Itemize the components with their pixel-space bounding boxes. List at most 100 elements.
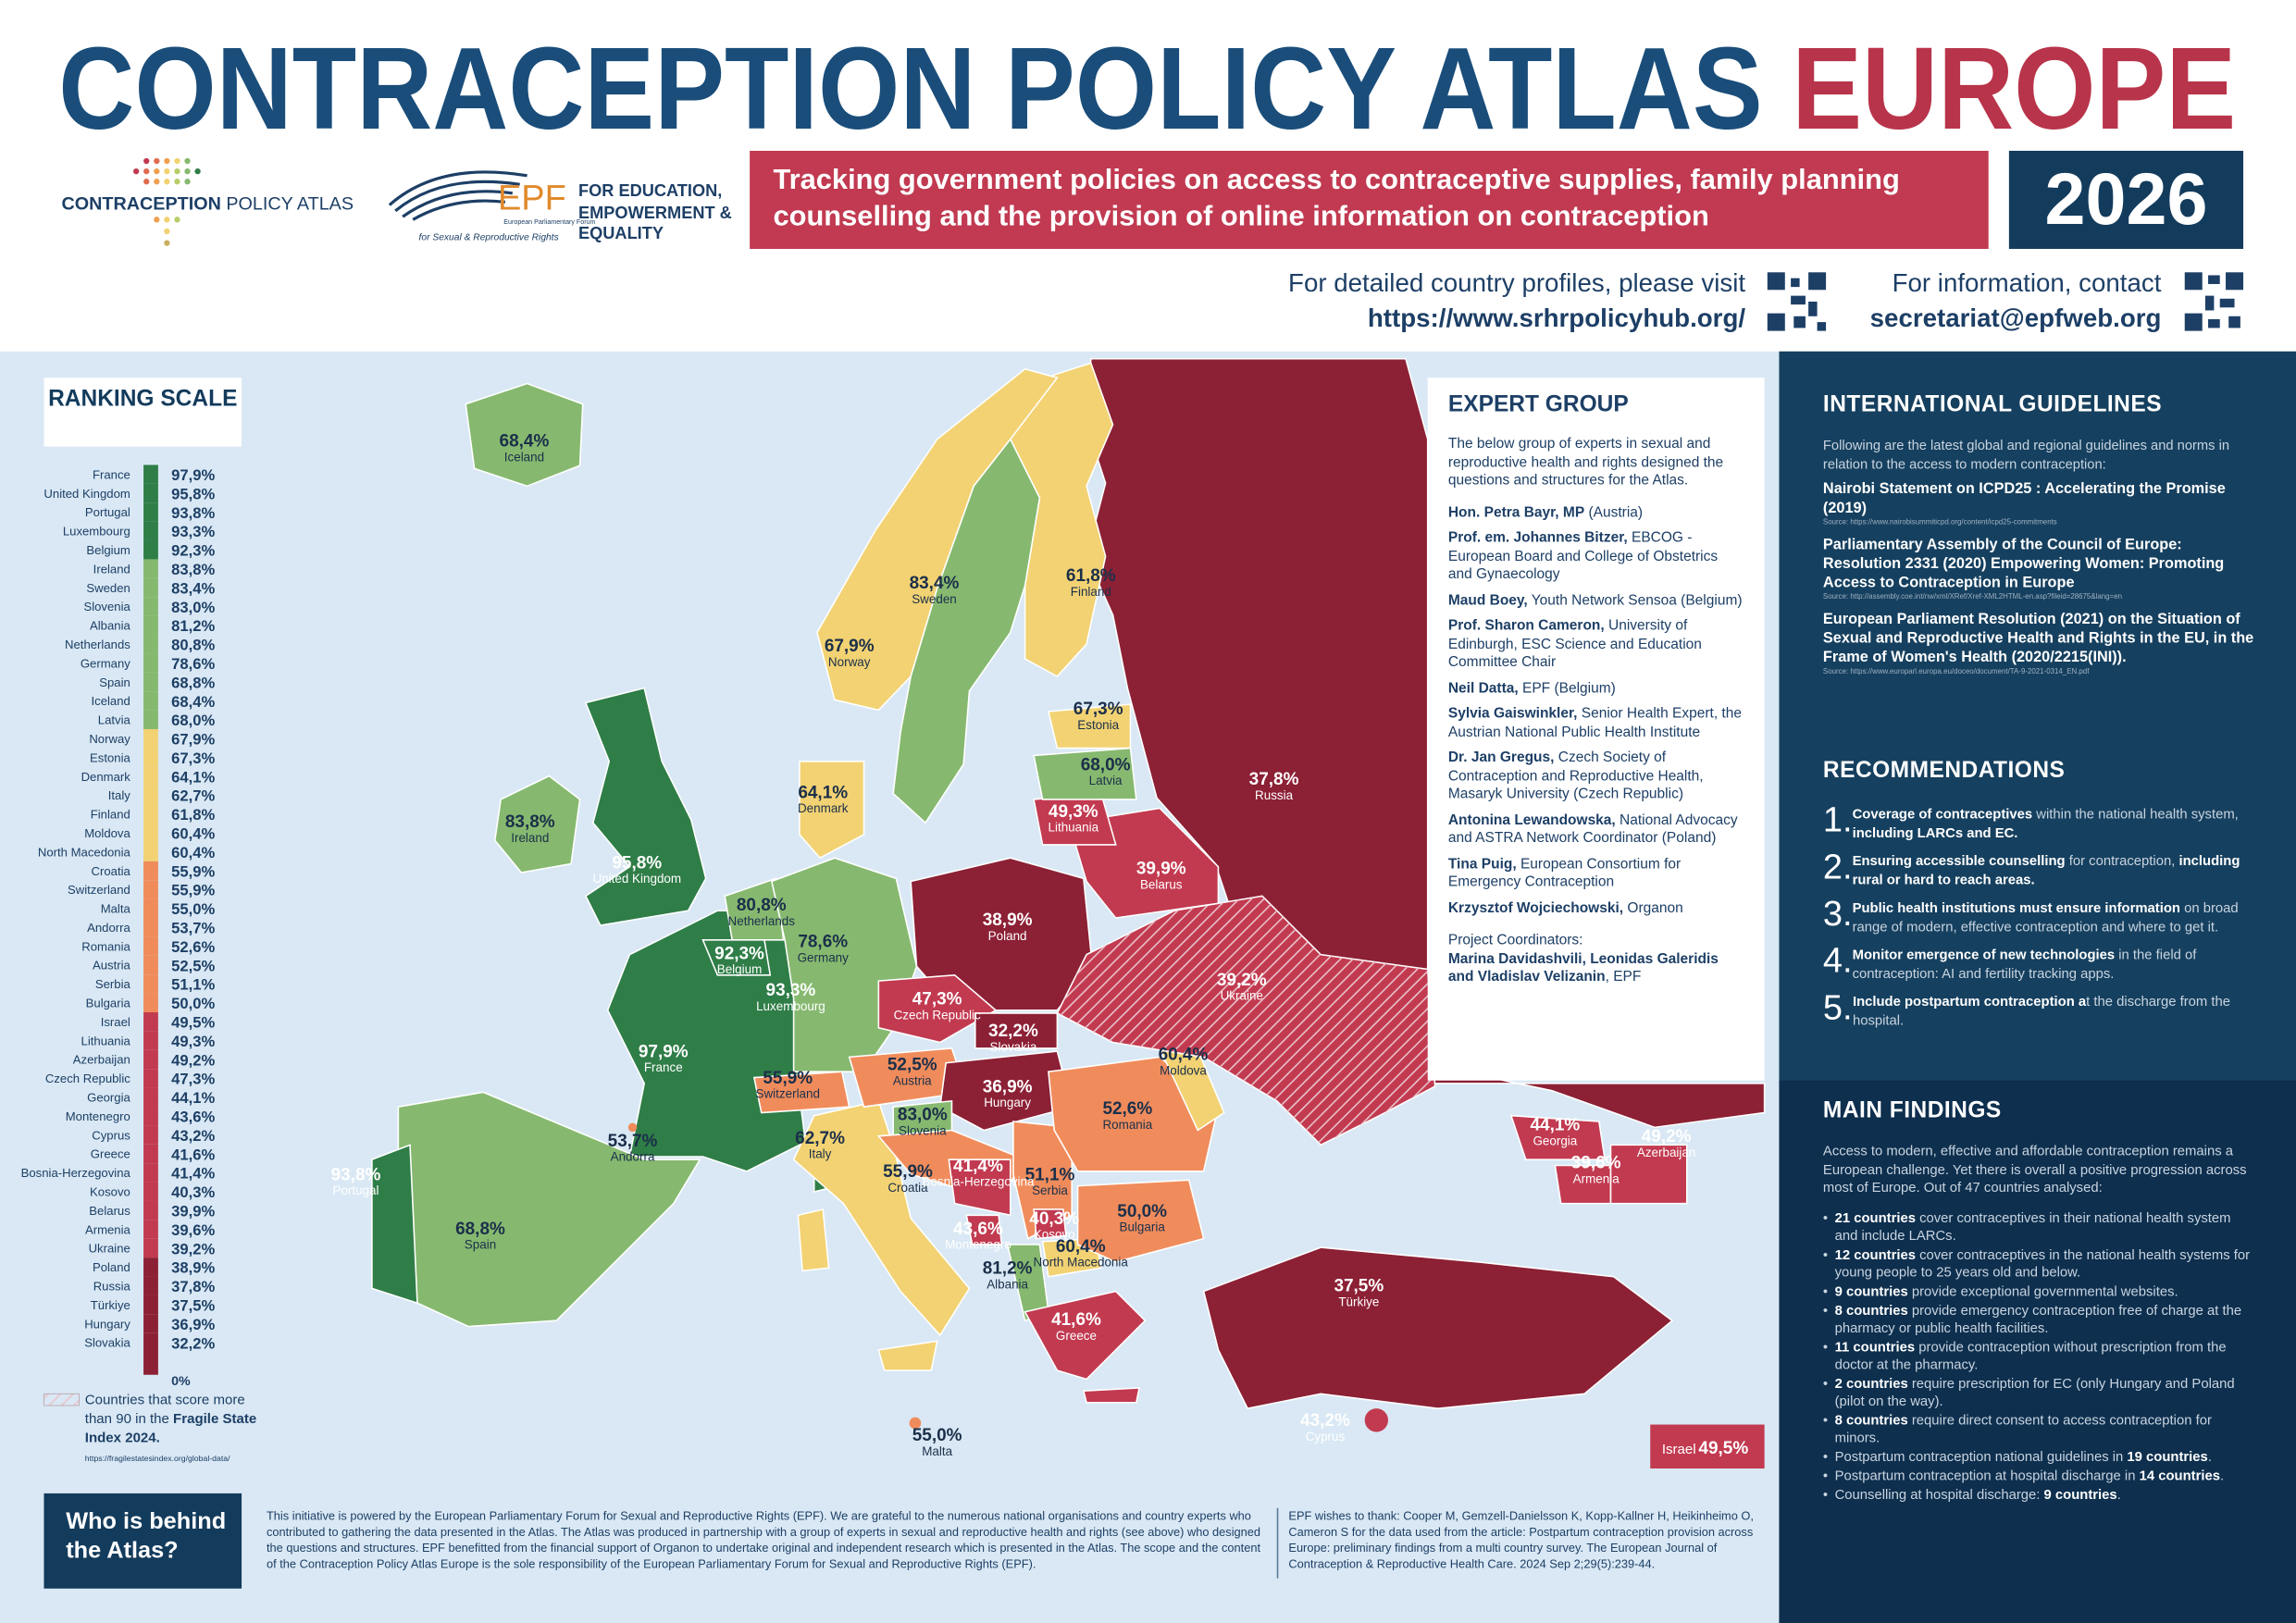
country-value: 43,2%: [1300, 1411, 1350, 1431]
country-value: 41,4%: [953, 1157, 1003, 1176]
guideline-source: Source: https://www.nairobisummiticpd.or…: [1822, 518, 2057, 527]
country-name: Russia: [1255, 788, 1294, 802]
scale-segment: [143, 1049, 158, 1070]
scale-value: 93,3%: [171, 523, 215, 540]
country-shape: [1047, 703, 1132, 750]
scale-value: 81,2%: [171, 617, 215, 635]
scale-segment: [143, 691, 158, 711]
scale-segment: [143, 898, 158, 918]
text: provide exceptional governmental website…: [1907, 1282, 2178, 1298]
country-shape: [877, 973, 998, 1044]
scale-segment: [143, 1276, 158, 1295]
divider: [1276, 1507, 1279, 1579]
country-shape: [1048, 1056, 1220, 1172]
scale-country: Latvia: [98, 713, 131, 727]
scale-segment: [143, 597, 158, 616]
scale-segment: [143, 824, 158, 843]
guideline-title: Parliamentary Assembly of the Council of…: [1822, 537, 2225, 592]
country-value: 49,2%: [1642, 1127, 1692, 1146]
country-name: Spain: [465, 1238, 496, 1252]
expert-member: Tina Puig, European Consortium for Emerg…: [1448, 856, 1744, 893]
member-name: Hon. Petra Bayr, MP: [1447, 504, 1585, 521]
country-name: Kosovo: [1034, 1228, 1075, 1242]
country-name: Armenia: [1573, 1171, 1620, 1185]
bold-text: Ensuring accessible counselling: [1852, 851, 2066, 869]
country-name: France: [644, 1060, 683, 1074]
country-value: 47,3%: [912, 989, 962, 1009]
scale-segment: [143, 1144, 158, 1164]
country-name: Cyprus: [1306, 1430, 1346, 1443]
who-box: Who is behind the Atlas?: [43, 1493, 242, 1589]
scale-country: Albania: [90, 619, 130, 633]
country-name: Georgia: [1533, 1134, 1577, 1147]
coordinators: Marina Davidashvili, Leonidas Galeridis …: [1448, 951, 1744, 988]
scale-country: Slovenia: [83, 600, 130, 613]
country-shape: [724, 877, 785, 941]
scale-segment: [143, 465, 158, 484]
country-name: Bosnia-Herzegovina: [922, 1175, 1035, 1189]
country-shape: [1033, 747, 1137, 800]
scale-segment: [143, 786, 158, 805]
expert-member: Sylvia Gaiswinkler, Senior Health Expert…: [1448, 706, 1744, 743]
scale-segment: [143, 766, 158, 787]
scale-value: 55,9%: [171, 862, 215, 880]
scale-country: Azerbaijan: [73, 1053, 130, 1067]
recommendation-text: Coverage of contraceptives within the na…: [1853, 802, 2251, 842]
visit-text: For detailed country profiles, please vi…: [1288, 267, 1746, 298]
country-name: Italy: [809, 1147, 832, 1161]
bold-text: 9 countries: [2043, 1485, 2117, 1502]
country-value: 80,8%: [737, 896, 787, 915]
expert-group: EXPERT GROUP The below group of experts …: [1427, 378, 1765, 1081]
member-role: Czech Society of Contraception and Repro…: [1447, 750, 1704, 803]
scale-segment: [143, 974, 158, 994]
country-value: 68,4%: [500, 432, 550, 452]
recommendation: 1. Coverage of contraceptives within the …: [1823, 801, 2251, 842]
finding: 8 countries provide emergency contracept…: [1823, 1301, 2251, 1336]
country-value: 92,3%: [714, 944, 764, 963]
country-value: 44,1%: [1530, 1116, 1580, 1135]
recommendations-title: RECOMMENDATIONS: [1822, 758, 2066, 784]
member-name: Neil Datta,: [1447, 679, 1519, 697]
scale-value: 53,7%: [171, 920, 215, 937]
text: for contraception,: [2065, 851, 2179, 869]
fragile-text: Countries that score more than 90 in the: [84, 1392, 245, 1428]
country-name: Hungary: [984, 1096, 1031, 1109]
contact-email[interactable]: secretariat@epfweb.org: [1869, 303, 2162, 333]
guideline-title: Nairobi Statement on ICPD25 : Accelerati…: [1822, 481, 2226, 517]
scale-value: 41,6%: [171, 1146, 215, 1163]
finding: 11 countries provide contraception witho…: [1823, 1337, 2251, 1372]
country-shape: [1364, 1408, 1388, 1432]
scale-segment: [143, 1163, 158, 1183]
visit-url[interactable]: https://www.srhrpolicyhub.org/: [1367, 303, 1746, 333]
about-text: This initiative is powered by the Europe…: [266, 1509, 1261, 1571]
country-shape: [938, 1050, 1074, 1132]
scale-country: Croatia: [92, 864, 131, 878]
ranking-scale: France 97,9% United Kingdom 95,8% Portugal 93…: [21, 465, 215, 1406]
scale-segment: [143, 1182, 158, 1201]
scale-segment: [143, 842, 158, 861]
finding: 2 countries require prescription for EC …: [1823, 1373, 2251, 1409]
scale-country: Bulgaria: [86, 997, 131, 1010]
country-value: 36,9%: [983, 1077, 1033, 1096]
scale-segment: [143, 936, 158, 956]
scale-value: 93,8%: [171, 504, 215, 522]
scale-value: 41,4%: [171, 1165, 215, 1183]
scale-value: 36,9%: [171, 1316, 215, 1333]
bold-text: 2 countries: [1834, 1373, 1908, 1391]
scale-segment: [143, 729, 158, 749]
visit-block: For detailed country profiles, please vi…: [1288, 265, 1745, 335]
scale-country: Norway: [89, 732, 130, 746]
country-name: Luxembourg: [756, 999, 825, 1013]
countries: [371, 357, 1766, 1432]
findings-intro: Access to modern, effective and affordab…: [1822, 1142, 2247, 1196]
text: cover contraceptives in their national h…: [1834, 1208, 2231, 1243]
scale-segment: [143, 804, 158, 824]
epf-logo: EPF: [498, 179, 566, 217]
text: require prescription for EC (only Hungar…: [1834, 1373, 2235, 1408]
bold-text: Public health institutions must ensure i…: [1852, 898, 2180, 915]
country-shape: [584, 687, 707, 926]
scale-segment: [143, 1238, 158, 1258]
epf-tagline: FOR EDUCATION, EMPOWERMENT & EQUALITY: [577, 182, 732, 243]
